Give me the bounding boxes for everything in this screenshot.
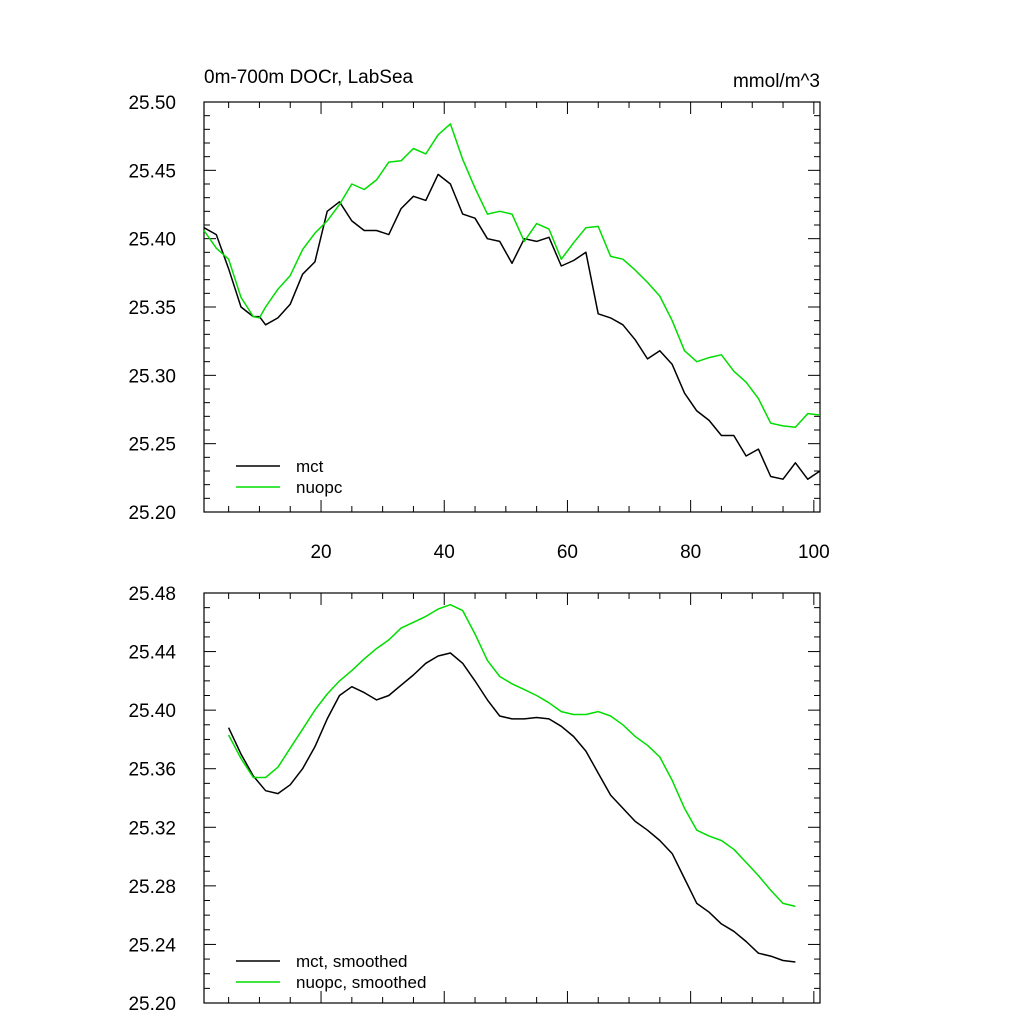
top-y-tick-label: 25.25 [128, 435, 176, 456]
top-y-tick-label: 25.40 [128, 230, 176, 251]
top-x-tick-label: 40 [434, 542, 455, 563]
bottom-legend-label: nuopc, smoothed [296, 973, 426, 992]
bottom-y-tick-label: 25.32 [128, 818, 176, 839]
bottom-y-tick-label: 25.28 [128, 877, 176, 898]
top-y-tick-label: 25.20 [128, 503, 176, 524]
top-y-tick-label: 25.30 [128, 366, 176, 387]
bottom-y-tick-label: 25.40 [128, 701, 176, 722]
top-legend-label: nuopc [296, 478, 343, 497]
top-x-tick-label: 80 [680, 542, 701, 563]
bottom-series-line-mct-smoothed [227, 652, 796, 963]
top-y-tick-label: 25.50 [128, 93, 176, 114]
bottom-y-tick-label: 25.20 [128, 994, 176, 1015]
bottom-y-tick-label: 25.36 [128, 760, 176, 781]
bottom-chart-frame [203, 592, 821, 1004]
top-x-tick-label: 100 [798, 542, 830, 563]
top-series-line-mct [203, 173, 821, 480]
bottom-chart-panel: 25.20 25.24 25.28 25.32 25.36 25.40 25.44 25.48… [128, 584, 821, 1015]
bottom-series-line-nuopc-smoothed [227, 603, 796, 908]
bottom-legend-label: mct, smoothed [296, 952, 408, 971]
top-chart-units: mmol/m^3 [733, 71, 820, 92]
bottom-y-tick-label: 25.24 [128, 935, 176, 956]
top-chart-title: 0m-700m DOCr, LabSea [204, 67, 414, 88]
top-chart-panel: 0m-700m DOCr, LabSea mmol/m^3 25.20 25.25… [128, 67, 829, 563]
top-x-tick-label: 20 [310, 542, 331, 563]
top-y-tick-label: 25.45 [128, 161, 176, 182]
bottom-y-tick-label: 25.44 [128, 643, 176, 664]
top-legend-label: mct [296, 457, 324, 476]
top-x-tick-label: 60 [557, 542, 578, 563]
top-chart-frame [203, 101, 821, 513]
top-series-line-nuopc [203, 123, 821, 429]
top-y-tick-label: 25.35 [128, 298, 176, 319]
bottom-y-tick-label: 25.48 [128, 584, 176, 605]
